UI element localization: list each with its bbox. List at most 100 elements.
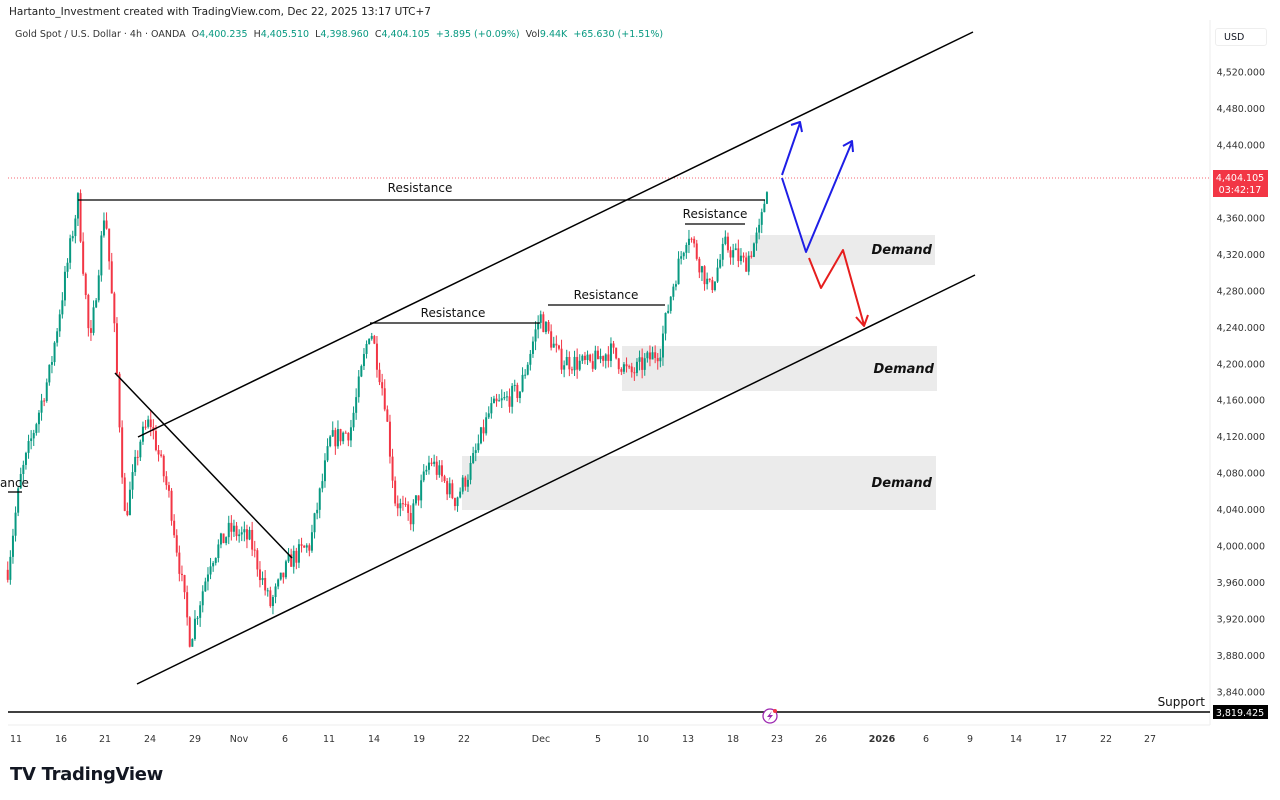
candle-body <box>274 586 277 598</box>
time-axis[interactable]: 11 16 21 24 29 Nov 6 11 14 19 22 Dec 5 10 13 18 23 26 2026… <box>10 734 1156 745</box>
candle-body <box>258 569 261 581</box>
candle-body <box>474 450 477 454</box>
candle-body <box>732 250 735 258</box>
candle-body <box>622 364 625 372</box>
candle-body <box>620 369 623 372</box>
candle-body <box>708 278 711 281</box>
candle-body <box>713 281 716 291</box>
candle-body <box>490 403 493 414</box>
candle-body <box>612 343 615 348</box>
candle-body <box>570 369 573 371</box>
price-tick-label: 4,000.000 <box>1217 542 1265 553</box>
candle-body <box>149 419 152 428</box>
resistance-label-2: Resistance <box>421 306 486 320</box>
price-tick-label: 4,080.000 <box>1217 469 1265 480</box>
channel-upper-line[interactable] <box>137 31 974 438</box>
symbol-name[interactable]: Gold Spot / U.S. Dollar · 4h · OANDA <box>15 29 186 40</box>
current-price-tag <box>1213 170 1268 197</box>
candle-body <box>508 396 511 407</box>
candle-body <box>654 352 657 359</box>
change-value: +3.895 (+0.09%) <box>435 29 520 40</box>
blue-arrow-up-2[interactable] <box>781 140 854 253</box>
candle-body <box>318 488 321 510</box>
price-chart[interactable]: 4,520.000 4,480.000 4,440.000 4,360.000 4,32… <box>0 0 1280 760</box>
candle-body <box>183 575 186 593</box>
price-tick-label: 4,200.000 <box>1217 359 1265 370</box>
candle-body <box>48 364 51 383</box>
candle-body <box>422 471 425 481</box>
support-price-value: 3,819.425 <box>1216 708 1264 719</box>
candle-body <box>222 533 225 544</box>
lightning-icon[interactable] <box>762 708 778 724</box>
price-tick-label: 3,880.000 <box>1217 651 1265 662</box>
candle-body <box>695 243 698 259</box>
candle-body <box>414 495 417 504</box>
candle-body <box>472 453 475 463</box>
candle-body <box>209 566 212 575</box>
chart-credit: Hartanto_Investment created with Trading… <box>9 6 431 18</box>
channel-lower-line[interactable] <box>136 274 976 685</box>
price-tick-label: 3,920.000 <box>1217 615 1265 626</box>
time-tick-label: 11 <box>323 734 335 745</box>
currency-button[interactable]: USD <box>1215 28 1267 46</box>
time-tick-label: 6 <box>923 734 929 745</box>
candle-body <box>362 353 365 367</box>
candle-body <box>459 491 462 498</box>
candle-body <box>292 550 295 567</box>
tradingview-logo[interactable]: 𝗧𝗩 TradingView <box>10 764 163 785</box>
low-value: 4,398.960 <box>320 29 369 40</box>
candle-body <box>495 398 498 402</box>
candle-body <box>703 266 706 285</box>
candle-body <box>162 455 165 477</box>
price-axis[interactable]: 4,520.000 4,480.000 4,440.000 4,360.000 4,32… <box>1217 68 1265 699</box>
cut-label: ance <box>0 476 29 490</box>
candle-body <box>443 476 446 482</box>
candle-body <box>711 280 714 291</box>
blue-arrow-up-1[interactable] <box>781 121 803 176</box>
candle-body <box>245 529 248 540</box>
demand-zone-3[interactable] <box>462 456 936 510</box>
time-tick-label: 6 <box>282 734 288 745</box>
support-label: Support <box>1158 695 1206 709</box>
candle-body <box>755 232 758 244</box>
candle-body <box>256 550 259 570</box>
candle-body <box>742 255 745 258</box>
candle-body <box>646 352 649 359</box>
candle-body <box>511 385 514 407</box>
candle-body <box>438 465 441 475</box>
candle-body <box>440 465 443 477</box>
candle-body <box>615 347 618 359</box>
demand-zone-2[interactable] <box>622 346 937 391</box>
candle-body <box>690 238 693 240</box>
candle-body <box>295 550 298 563</box>
candle-body <box>352 412 355 428</box>
candle-body <box>251 529 254 550</box>
candle-body <box>412 503 415 525</box>
red-arrow-down[interactable] <box>808 249 869 327</box>
candle-body <box>368 338 371 344</box>
downtrend-line[interactable] <box>114 372 293 559</box>
candle-body <box>669 296 672 311</box>
brand-name: TradingView <box>41 764 164 785</box>
candle-body <box>277 579 280 587</box>
candle-body <box>638 357 641 362</box>
time-tick-label: 11 <box>10 734 22 745</box>
candle-body <box>760 212 763 225</box>
candle-body <box>524 374 527 376</box>
candle-body <box>630 366 633 373</box>
candle-body <box>607 354 610 361</box>
candle-body <box>321 481 324 489</box>
price-tick-label: 4,040.000 <box>1217 505 1265 516</box>
candle-body <box>97 275 100 301</box>
candle-body <box>131 472 134 490</box>
candle-body <box>30 438 33 442</box>
candle-body <box>9 556 12 580</box>
candle-body <box>547 322 550 332</box>
candle-body <box>555 343 558 346</box>
candle-body <box>391 456 394 481</box>
time-tick-label: 2026 <box>869 734 896 745</box>
time-tick-label: 17 <box>1055 734 1067 745</box>
candle-body <box>290 554 293 567</box>
candle-body <box>136 456 139 458</box>
candle-body <box>513 384 516 386</box>
